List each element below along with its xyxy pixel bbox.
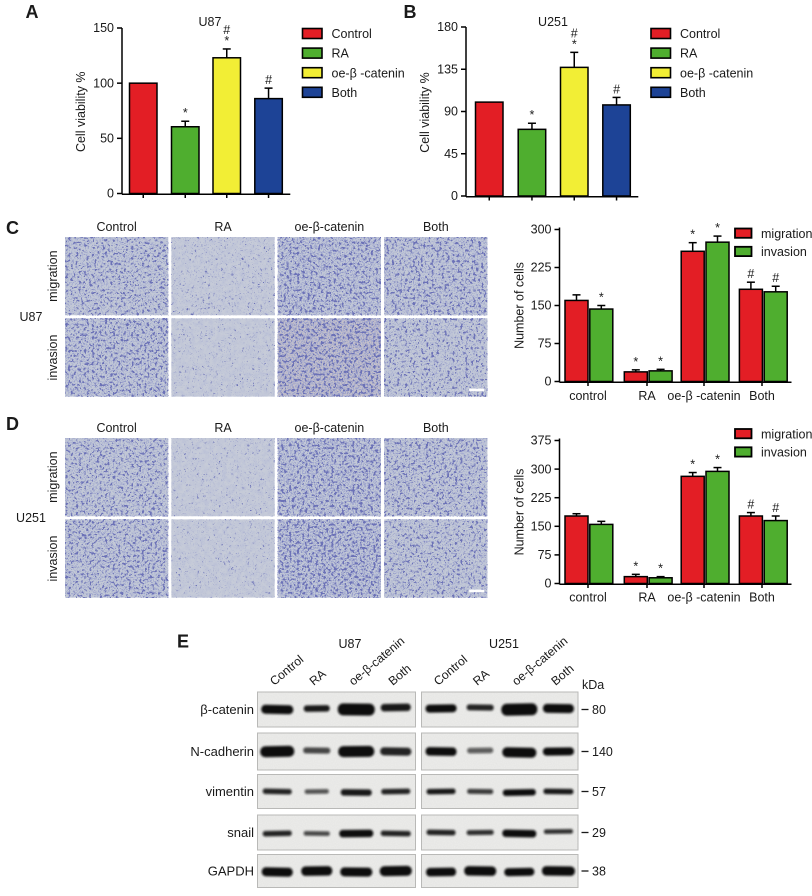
svg-text:U251: U251	[16, 511, 46, 525]
svg-text:Both: Both	[749, 591, 775, 605]
svg-text:375: 375	[531, 434, 552, 448]
svg-text:#: #	[223, 23, 230, 37]
svg-text:U251: U251	[538, 15, 568, 29]
svg-text:RA: RA	[332, 47, 350, 61]
svg-text:*: *	[530, 108, 535, 122]
svg-text:29: 29	[592, 826, 606, 840]
svg-text:90: 90	[444, 105, 458, 119]
svg-text:#: #	[265, 73, 272, 87]
svg-text:Control: Control	[96, 220, 136, 234]
svg-text:Control: Control	[680, 27, 720, 41]
svg-text:*: *	[715, 221, 720, 235]
svg-text:*: *	[690, 458, 695, 472]
svg-text:control: control	[569, 591, 607, 605]
svg-text:RA: RA	[680, 47, 698, 61]
svg-text:150: 150	[531, 520, 552, 534]
svg-text:RA: RA	[638, 389, 656, 403]
svg-text:300: 300	[531, 223, 552, 237]
svg-text:*: *	[633, 559, 638, 573]
svg-text:N-cadherin: N-cadherin	[190, 744, 254, 759]
svg-text:Number of cells: Number of cells	[513, 262, 527, 349]
svg-text:RA: RA	[214, 220, 232, 234]
svg-text:Both: Both	[332, 86, 358, 100]
svg-text:E: E	[177, 632, 189, 652]
svg-text:140: 140	[592, 745, 613, 759]
svg-text:#: #	[613, 82, 620, 96]
svg-text:U251: U251	[489, 637, 519, 651]
svg-text:migration: migration	[761, 227, 812, 241]
svg-text:*: *	[658, 562, 663, 576]
svg-text:snail: snail	[227, 825, 254, 840]
svg-text:#: #	[747, 267, 754, 281]
svg-text:invasion: invasion	[761, 245, 807, 259]
svg-text:vimentin: vimentin	[206, 784, 254, 799]
svg-text:*: *	[658, 354, 663, 368]
svg-text:oe-β-catenin: oe-β-catenin	[295, 220, 365, 234]
svg-text:#: #	[571, 26, 578, 40]
svg-text:D: D	[6, 414, 19, 434]
svg-text:control: control	[569, 389, 607, 403]
svg-text:Both: Both	[423, 220, 449, 234]
svg-text:Control: Control	[96, 421, 136, 435]
svg-text:0: 0	[451, 189, 458, 203]
svg-text:GAPDH: GAPDH	[208, 864, 254, 879]
svg-text:Both: Both	[680, 86, 706, 100]
svg-text:oe-β -catenin: oe-β -catenin	[667, 591, 740, 605]
svg-text:100: 100	[93, 76, 114, 90]
svg-text:oe-β-catenin: oe-β-catenin	[295, 421, 365, 435]
svg-text:0: 0	[107, 187, 114, 201]
svg-text:*: *	[183, 106, 188, 120]
svg-text:invasion: invasion	[46, 335, 60, 381]
svg-text:*: *	[599, 291, 604, 305]
svg-text:invasion: invasion	[761, 446, 807, 460]
svg-text:225: 225	[531, 261, 552, 275]
svg-text:*: *	[690, 228, 695, 242]
svg-text:oe-β -catenin: oe-β -catenin	[680, 66, 753, 80]
svg-text:80: 80	[592, 703, 606, 717]
svg-text:oe-β -catenin: oe-β -catenin	[667, 389, 740, 403]
svg-text:oe-β -catenin: oe-β -catenin	[332, 66, 405, 80]
svg-text:β-catenin: β-catenin	[200, 702, 254, 717]
svg-text:150: 150	[93, 21, 114, 35]
svg-text:#: #	[772, 501, 779, 515]
svg-text:Cell viability %: Cell viability %	[74, 71, 88, 152]
svg-text:RA: RA	[214, 421, 232, 435]
svg-text:300: 300	[531, 462, 552, 476]
svg-text:75: 75	[538, 337, 552, 351]
svg-text:migration: migration	[46, 250, 60, 301]
svg-text:U87: U87	[199, 15, 222, 29]
svg-text:225: 225	[531, 491, 552, 505]
svg-text:57: 57	[592, 785, 606, 799]
svg-text:Control: Control	[332, 27, 372, 41]
svg-text:RA: RA	[638, 591, 656, 605]
svg-text:migration: migration	[761, 427, 812, 441]
svg-text:B: B	[404, 2, 417, 22]
svg-text:kDa: kDa	[582, 678, 604, 692]
svg-text:U87: U87	[339, 637, 362, 651]
svg-text:45: 45	[444, 147, 458, 161]
svg-text:Number of cells: Number of cells	[513, 469, 527, 556]
svg-text:*: *	[633, 355, 638, 369]
svg-text:*: *	[224, 34, 229, 48]
svg-text:0: 0	[545, 375, 552, 389]
svg-text:invasion: invasion	[46, 536, 60, 582]
svg-text:150: 150	[531, 299, 552, 313]
svg-text:50: 50	[100, 132, 114, 146]
svg-text:180: 180	[437, 20, 458, 34]
svg-text:Both: Both	[423, 421, 449, 435]
svg-text:#: #	[772, 271, 779, 285]
svg-text:135: 135	[437, 62, 458, 76]
svg-text:*: *	[572, 37, 577, 51]
svg-text:migration: migration	[46, 451, 60, 502]
svg-text:38: 38	[592, 865, 606, 879]
svg-text:Both: Both	[749, 389, 775, 403]
svg-text:Cell viability %: Cell viability %	[418, 72, 432, 153]
svg-text:C: C	[6, 218, 19, 238]
svg-text:*: *	[715, 453, 720, 467]
svg-text:#: #	[747, 498, 754, 512]
svg-text:A: A	[26, 2, 39, 22]
svg-text:0: 0	[545, 577, 552, 591]
svg-text:75: 75	[538, 548, 552, 562]
svg-text:U87: U87	[20, 310, 43, 324]
